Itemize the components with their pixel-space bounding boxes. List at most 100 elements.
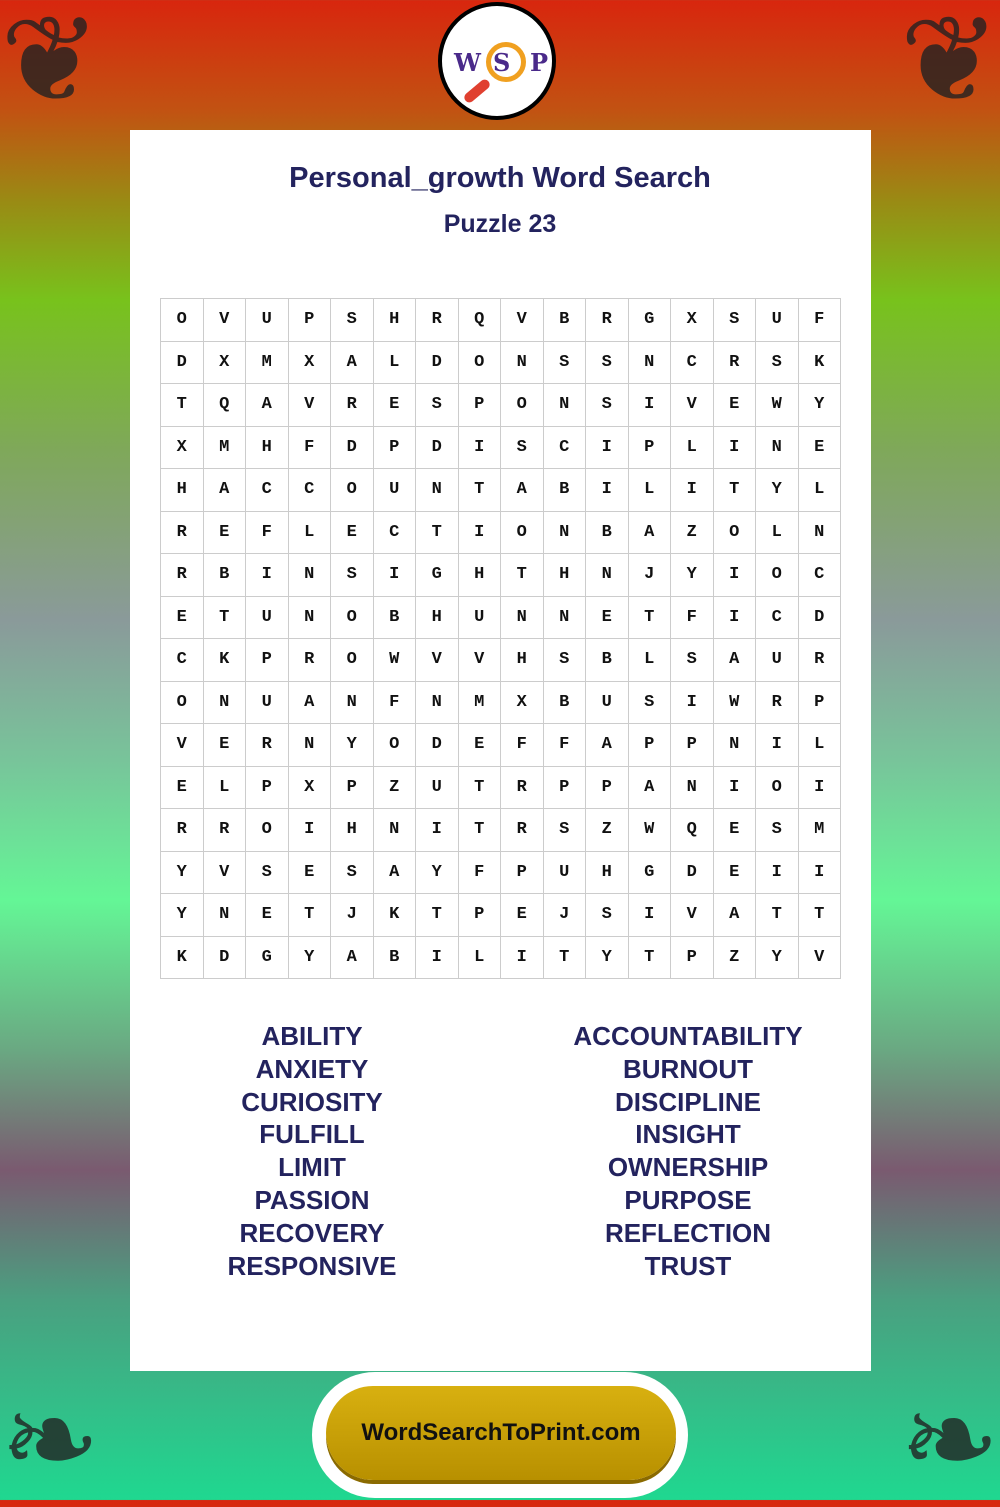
grid-cell[interactable]: I	[373, 554, 416, 597]
grid-cell[interactable]: R	[756, 681, 799, 724]
grid-cell[interactable]: H	[458, 554, 501, 597]
grid-cell[interactable]: Y	[671, 554, 714, 597]
grid-cell[interactable]: X	[288, 766, 331, 809]
grid-cell[interactable]: H	[161, 469, 204, 512]
grid-cell[interactable]: I	[756, 724, 799, 767]
grid-cell[interactable]: V	[671, 384, 714, 427]
grid-cell[interactable]: T	[203, 596, 246, 639]
grid-cell[interactable]: N	[501, 341, 544, 384]
grid-cell[interactable]: E	[713, 809, 756, 852]
grid-cell[interactable]: I	[586, 426, 629, 469]
grid-cell[interactable]: B	[543, 299, 586, 342]
grid-cell[interactable]: L	[628, 639, 671, 682]
grid-cell[interactable]: N	[628, 341, 671, 384]
grid-cell[interactable]: P	[628, 426, 671, 469]
grid-cell[interactable]: P	[458, 894, 501, 937]
grid-cell[interactable]: O	[331, 596, 374, 639]
grid-cell[interactable]: F	[798, 299, 841, 342]
grid-cell[interactable]: P	[373, 426, 416, 469]
grid-cell[interactable]: B	[586, 639, 629, 682]
grid-cell[interactable]: Y	[161, 894, 204, 937]
grid-cell[interactable]: T	[458, 809, 501, 852]
grid-cell[interactable]: Y	[416, 851, 459, 894]
grid-cell[interactable]: D	[671, 851, 714, 894]
grid-cell[interactable]: Q	[458, 299, 501, 342]
grid-cell[interactable]: N	[331, 681, 374, 724]
grid-cell[interactable]: P	[798, 681, 841, 724]
grid-cell[interactable]: I	[416, 809, 459, 852]
grid-cell[interactable]: S	[416, 384, 459, 427]
grid-cell[interactable]: V	[203, 851, 246, 894]
grid-cell[interactable]: O	[501, 511, 544, 554]
grid-cell[interactable]: I	[501, 936, 544, 979]
grid-cell[interactable]: X	[203, 341, 246, 384]
grid-cell[interactable]: F	[671, 596, 714, 639]
grid-cell[interactable]: H	[586, 851, 629, 894]
grid-cell[interactable]: N	[288, 554, 331, 597]
grid-cell[interactable]: C	[543, 426, 586, 469]
grid-cell[interactable]: S	[756, 341, 799, 384]
grid-cell[interactable]: V	[288, 384, 331, 427]
grid-cell[interactable]: B	[373, 596, 416, 639]
grid-cell[interactable]: S	[543, 341, 586, 384]
grid-cell[interactable]: Y	[288, 936, 331, 979]
grid-cell[interactable]: U	[373, 469, 416, 512]
grid-cell[interactable]: V	[798, 936, 841, 979]
grid-cell[interactable]: M	[246, 341, 289, 384]
grid-cell[interactable]: L	[628, 469, 671, 512]
grid-cell[interactable]: B	[543, 469, 586, 512]
grid-cell[interactable]: T	[416, 894, 459, 937]
grid-cell[interactable]: D	[416, 426, 459, 469]
grid-cell[interactable]: B	[586, 511, 629, 554]
grid-cell[interactable]: W	[373, 639, 416, 682]
grid-cell[interactable]: E	[713, 851, 756, 894]
grid-cell[interactable]: I	[671, 681, 714, 724]
grid-cell[interactable]: R	[416, 299, 459, 342]
grid-cell[interactable]: I	[416, 936, 459, 979]
grid-cell[interactable]: U	[416, 766, 459, 809]
grid-cell[interactable]: P	[501, 851, 544, 894]
grid-cell[interactable]: H	[543, 554, 586, 597]
grid-cell[interactable]: X	[161, 426, 204, 469]
grid-cell[interactable]: C	[161, 639, 204, 682]
grid-cell[interactable]: R	[161, 511, 204, 554]
grid-cell[interactable]: O	[373, 724, 416, 767]
grid-cell[interactable]: V	[458, 639, 501, 682]
grid-cell[interactable]: I	[671, 469, 714, 512]
grid-cell[interactable]: N	[416, 469, 459, 512]
grid-cell[interactable]: U	[756, 639, 799, 682]
grid-cell[interactable]: S	[713, 299, 756, 342]
grid-cell[interactable]: U	[586, 681, 629, 724]
grid-cell[interactable]: K	[203, 639, 246, 682]
grid-cell[interactable]: R	[161, 809, 204, 852]
grid-cell[interactable]: I	[288, 809, 331, 852]
grid-cell[interactable]: L	[798, 469, 841, 512]
grid-cell[interactable]: V	[671, 894, 714, 937]
grid-cell[interactable]: O	[331, 639, 374, 682]
grid-cell[interactable]: F	[373, 681, 416, 724]
grid-cell[interactable]: O	[161, 299, 204, 342]
grid-cell[interactable]: U	[543, 851, 586, 894]
grid-cell[interactable]: A	[501, 469, 544, 512]
grid-cell[interactable]: P	[671, 936, 714, 979]
grid-cell[interactable]: B	[543, 681, 586, 724]
grid-cell[interactable]: S	[671, 639, 714, 682]
grid-cell[interactable]: E	[288, 851, 331, 894]
grid-cell[interactable]: Y	[161, 851, 204, 894]
grid-cell[interactable]: L	[458, 936, 501, 979]
grid-cell[interactable]: A	[586, 724, 629, 767]
grid-cell[interactable]: I	[586, 469, 629, 512]
grid-cell[interactable]: Z	[586, 809, 629, 852]
grid-cell[interactable]: I	[628, 384, 671, 427]
grid-cell[interactable]: S	[246, 851, 289, 894]
grid-cell[interactable]: Y	[756, 469, 799, 512]
grid-cell[interactable]: M	[203, 426, 246, 469]
grid-cell[interactable]: C	[246, 469, 289, 512]
grid-cell[interactable]: A	[628, 511, 671, 554]
grid-cell[interactable]: N	[798, 511, 841, 554]
grid-cell[interactable]: H	[331, 809, 374, 852]
grid-cell[interactable]: L	[671, 426, 714, 469]
grid-cell[interactable]: P	[671, 724, 714, 767]
grid-cell[interactable]: N	[203, 894, 246, 937]
grid-cell[interactable]: K	[798, 341, 841, 384]
